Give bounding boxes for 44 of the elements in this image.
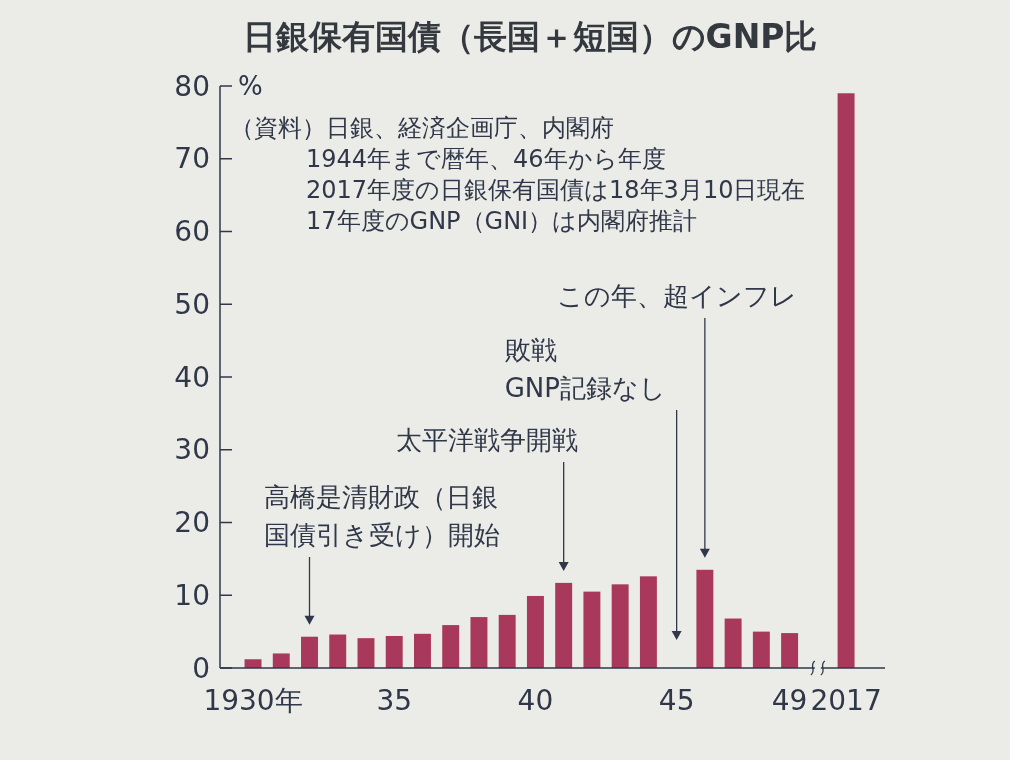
bar xyxy=(357,638,375,668)
bar xyxy=(272,653,290,668)
y-tick-label: 40 xyxy=(174,360,210,394)
bar xyxy=(413,633,431,668)
y-axis-title: % xyxy=(238,71,263,101)
x-tick-label: 49 xyxy=(771,683,808,717)
bar xyxy=(329,634,347,668)
bar xyxy=(555,582,573,668)
bar xyxy=(837,93,855,668)
bar xyxy=(752,631,770,668)
annotation: 1944年まで暦年、46年から年度 xyxy=(306,145,666,173)
annotation: 2017年度の日銀保有国債は18年3月10日現在 xyxy=(306,176,806,204)
bar xyxy=(498,614,516,668)
bar xyxy=(611,584,629,668)
y-tick-label: 10 xyxy=(174,578,210,612)
y-tick-label: 70 xyxy=(174,142,210,176)
annotation: 太平洋戦争開戦 xyxy=(395,425,578,455)
y-tick-label: 80 xyxy=(174,69,210,103)
x-tick-label: 45 xyxy=(658,683,695,717)
chart-title: 日銀保有国債（長国＋短国）のGNP比 xyxy=(242,16,818,56)
x-tick-label: 1930年 xyxy=(203,683,303,717)
bar xyxy=(639,576,657,668)
bar xyxy=(526,595,544,668)
annotation: 17年度のGNP（GNI）は内閣府推計 xyxy=(306,207,698,235)
y-tick-label: 50 xyxy=(174,287,210,321)
bar xyxy=(470,617,488,668)
x-tick-label: 40 xyxy=(517,683,554,717)
bar xyxy=(696,569,714,668)
bar xyxy=(583,591,601,668)
bar xyxy=(781,633,799,668)
bar xyxy=(724,618,742,668)
bar xyxy=(442,625,460,668)
annotation: この年、超インフレ xyxy=(556,281,797,311)
annotation: 高橋是清財政（日銀国債引き受け）開始 xyxy=(263,482,500,550)
x-tick-label: 35 xyxy=(376,683,413,717)
y-tick-label: 0 xyxy=(192,651,210,685)
y-tick-label: 60 xyxy=(174,215,210,248)
y-tick-label: 20 xyxy=(174,506,210,539)
y-tick-label: 30 xyxy=(174,433,210,467)
annotation: 敗戦GNP記録なし xyxy=(504,335,666,403)
annotation: （資料）日銀、経済企画庁、内閣府 xyxy=(230,114,614,142)
x-tick-label: 2017 xyxy=(810,683,882,717)
bar xyxy=(301,636,318,668)
bar xyxy=(385,635,403,668)
